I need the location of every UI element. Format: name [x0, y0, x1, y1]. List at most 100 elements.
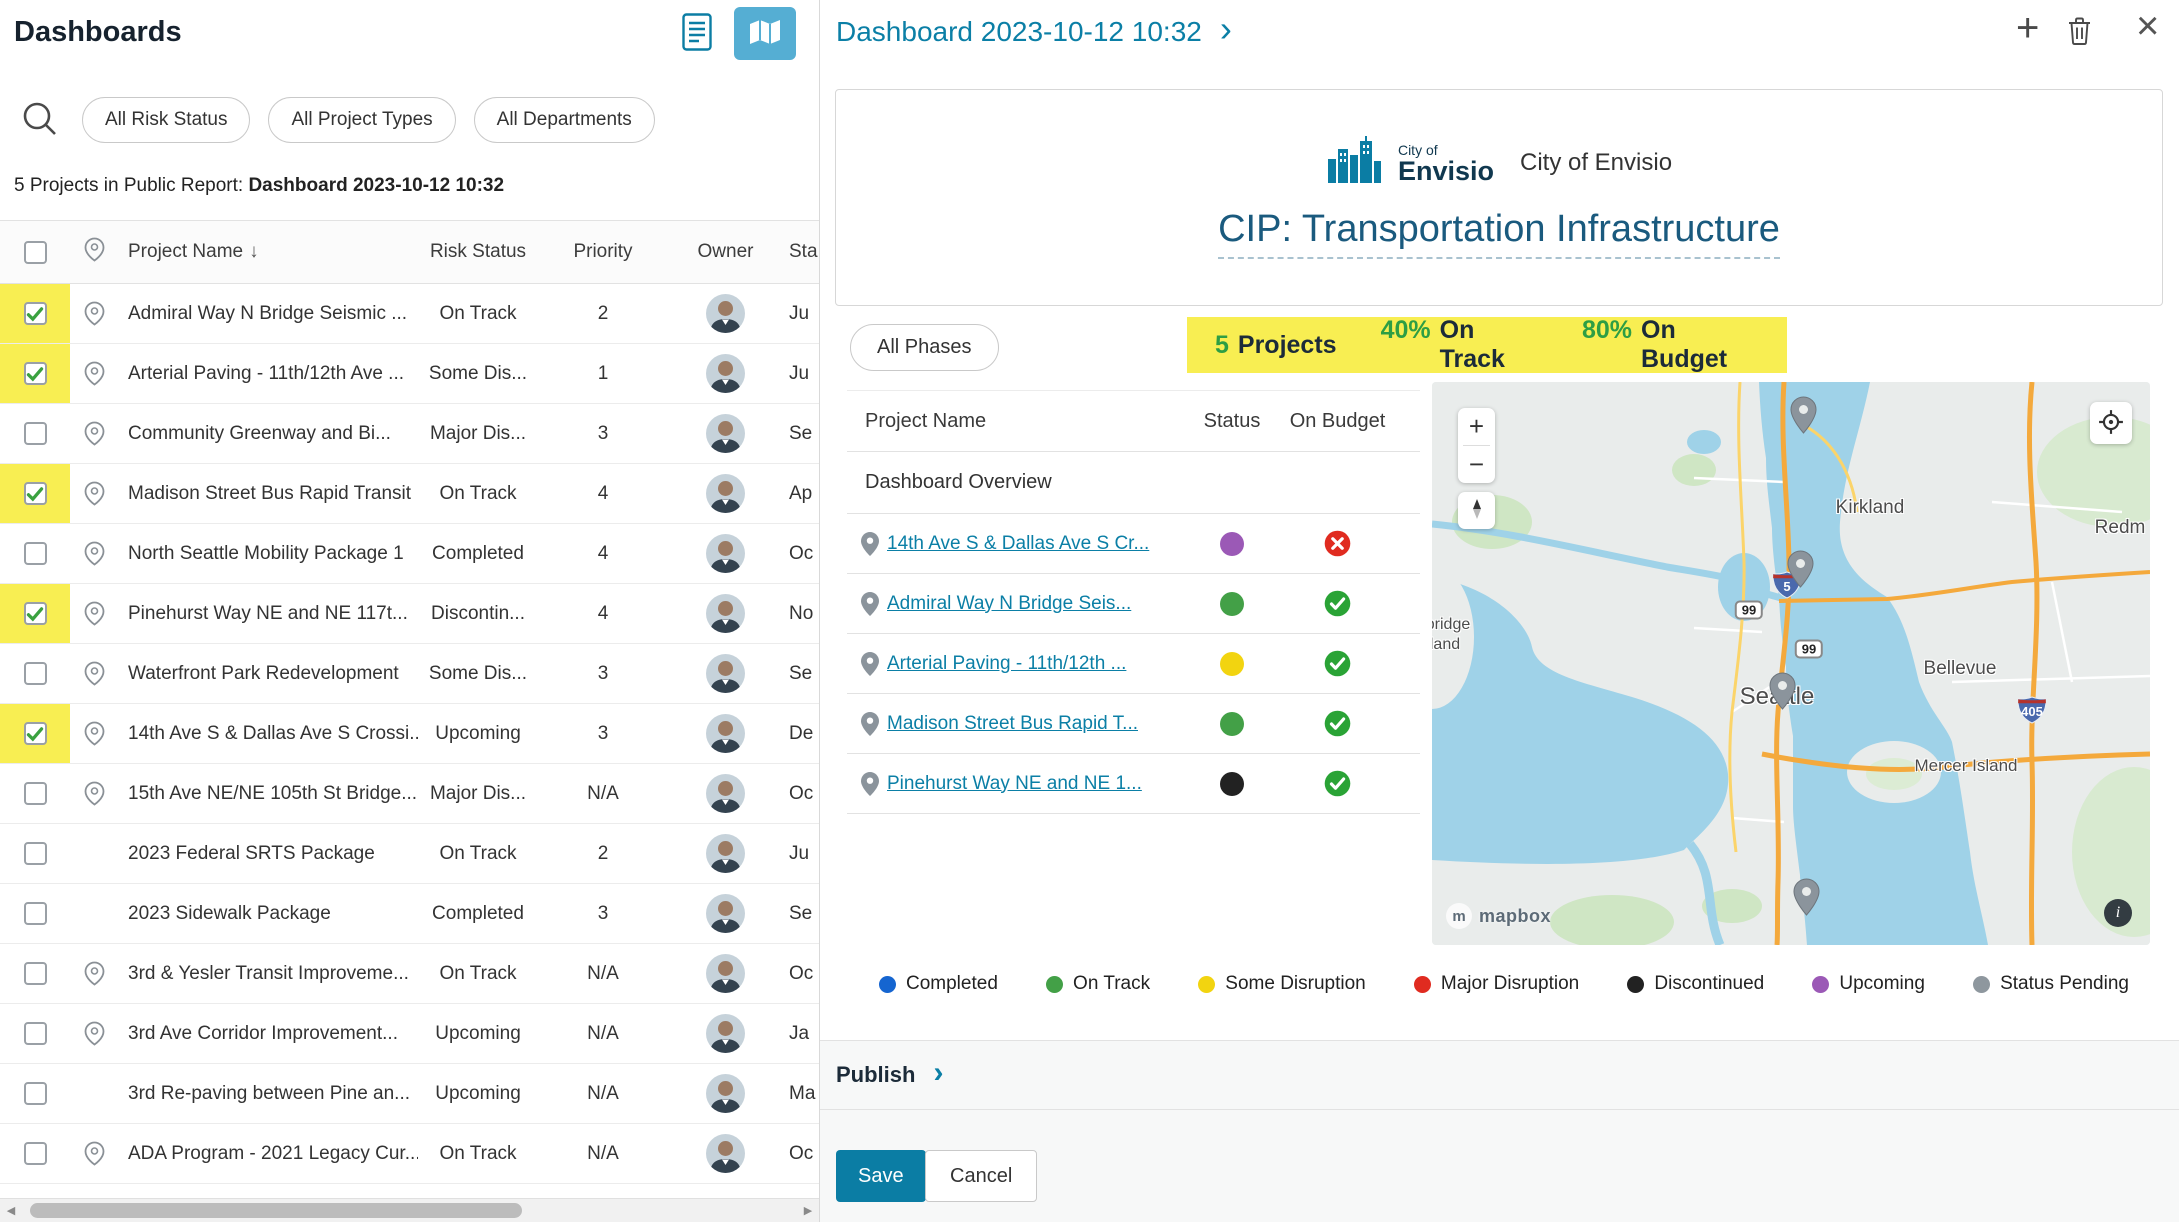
row-checkbox[interactable]	[23, 422, 47, 445]
table-row[interactable]: 14th Ave S & Dallas Ave S Crossi... Upcom…	[0, 704, 819, 764]
owner-avatar	[668, 654, 783, 693]
pin-column-header	[70, 237, 118, 268]
row-checkbox-cell	[0, 764, 70, 823]
priority-cell: N/A	[587, 782, 619, 804]
project-name-cell: ADA Program - 2021 Legacy Cur...	[128, 1142, 418, 1164]
table-row[interactable]: 3rd Re-paving between Pine an... Upcoming…	[0, 1064, 819, 1124]
map-pin-icon	[847, 531, 887, 557]
row-checkbox[interactable]	[23, 722, 47, 745]
map-pin-icon	[70, 421, 118, 446]
map-pin-icon	[70, 1021, 118, 1046]
filter-all-risk-status[interactable]: All Risk Status	[82, 97, 251, 143]
priority-cell: 2	[597, 302, 609, 324]
close-button[interactable]: ×	[2136, 4, 2160, 48]
city-skyline-logo-icon	[1326, 135, 1382, 192]
map-marker[interactable]	[1787, 550, 1814, 593]
table-row[interactable]: Arterial Paving - 11th/12th Ave ... Some …	[0, 344, 819, 404]
project-link[interactable]: 14th Ave S & Dallas Ave S Cr...	[887, 532, 1150, 554]
owner-header[interactable]: Owner	[697, 241, 754, 262]
zoom-out-button[interactable]: −	[1458, 446, 1495, 483]
scroll-right-arrow[interactable]: ▶	[803, 1205, 813, 1217]
owner-avatar	[668, 534, 783, 573]
save-button[interactable]: Save	[836, 1150, 926, 1202]
dashboard-overview-row[interactable]: Dashboard Overview	[847, 452, 1420, 514]
compass-button[interactable]	[1458, 492, 1495, 529]
row-checkbox[interactable]	[23, 542, 47, 565]
scrollbar-thumb[interactable]	[30, 1203, 522, 1218]
status-legend: Completed On Track Some Disruption Major Di…	[879, 973, 2129, 995]
filter-all-project-types[interactable]: All Project Types	[268, 97, 456, 143]
scroll-left-arrow[interactable]: ◀	[6, 1205, 16, 1217]
row-checkbox[interactable]	[23, 962, 47, 985]
priority-cell: 3	[597, 422, 609, 444]
owner-avatar	[668, 414, 783, 453]
publish-label[interactable]: Publish	[836, 1062, 916, 1087]
project-link[interactable]: Madison Street Bus Rapid T...	[887, 712, 1138, 734]
project-link[interactable]: Pinehurst Way NE and NE 1...	[887, 772, 1142, 794]
dashboard-title[interactable]: Dashboard 2023-10-12 10:32	[836, 16, 1202, 47]
row-checkbox[interactable]	[23, 1022, 47, 1045]
table-row[interactable]: 15th Ave NE/NE 105th St Bridge... Major D…	[0, 764, 819, 824]
row-checkbox[interactable]	[23, 1142, 47, 1165]
map-marker[interactable]	[1769, 672, 1796, 715]
list-view-button[interactable]	[676, 7, 718, 60]
table-row[interactable]: North Seattle Mobility Package 1 Complete…	[0, 524, 819, 584]
filter-all-departments[interactable]: All Departments	[473, 97, 655, 143]
report-title[interactable]: CIP: Transportation Infrastructure	[1218, 208, 1780, 259]
table-row[interactable]: Waterfront Park Redevelopment Some Dis...…	[0, 644, 819, 704]
stat-value: 40%	[1380, 316, 1431, 344]
locate-button[interactable]	[2090, 402, 2132, 444]
publish-section[interactable]: Publish ›	[820, 1040, 2179, 1110]
table-row[interactable]: ADA Program - 2021 Legacy Cur... On Track…	[0, 1124, 819, 1184]
row-checkbox[interactable]	[23, 662, 47, 685]
legend-label: Some Disruption	[1225, 973, 1366, 994]
row-checkbox[interactable]	[23, 602, 47, 625]
delete-button[interactable]	[2066, 16, 2093, 49]
horizontal-scrollbar[interactable]: ◀ ▶	[0, 1198, 819, 1222]
table-row[interactable]: Community Greenway and Bi... Major Dis...…	[0, 404, 819, 464]
row-checkbox[interactable]	[23, 362, 47, 385]
table-row[interactable]: 2023 Federal SRTS Package On Track 2 Ju	[0, 824, 819, 884]
project-link[interactable]: Admiral Way N Bridge Seis...	[887, 592, 1132, 614]
map-view-button[interactable]	[734, 7, 796, 60]
cancel-button[interactable]: Cancel	[925, 1150, 1038, 1202]
table-row[interactable]: Admiral Way N Bridge Seismic ... On Track…	[0, 284, 819, 344]
row-checkbox[interactable]	[23, 782, 47, 805]
legend-dot	[1046, 975, 1064, 993]
start-date-cell: Oc	[789, 782, 814, 804]
select-all-checkbox[interactable]	[23, 240, 47, 264]
project-name-header[interactable]: Project Name ↓	[118, 241, 418, 263]
table-row[interactable]: Madison Street Bus Rapid Transit On Track…	[0, 464, 819, 524]
map-marker[interactable]	[1793, 878, 1820, 921]
map-overlay-layer: KirklandRedmBellevueSeattleMercer Island…	[1432, 382, 2150, 945]
priority-cell: 4	[597, 542, 609, 564]
row-checkbox[interactable]	[23, 1082, 47, 1105]
table-row[interactable]: 3rd Ave Corridor Improvement... Upcoming N…	[0, 1004, 819, 1064]
project-link[interactable]: Arterial Paving - 11th/12th ...	[887, 652, 1127, 674]
map-place-label: land	[1432, 636, 1461, 653]
map-widget[interactable]: KirklandRedmBellevueSeattleMercer Island…	[1432, 382, 2150, 945]
mapbox-attribution[interactable]: m mapbox	[1446, 903, 1551, 929]
row-checkbox[interactable]	[23, 902, 47, 925]
table-row[interactable]: 3rd & Yesler Transit Improveme... On Trac…	[0, 944, 819, 1004]
priority-header[interactable]: Priority	[573, 241, 633, 262]
row-checkbox[interactable]	[23, 482, 47, 505]
table-row[interactable]: Pinehurst Way NE and NE 117t... Discontin…	[0, 584, 819, 644]
map-pin-icon	[70, 661, 118, 686]
add-button[interactable]: +	[2016, 6, 2040, 50]
zoom-in-button[interactable]: +	[1458, 408, 1495, 445]
map-info-button[interactable]: i	[2104, 899, 2132, 927]
table-row[interactable]: 2023 Sidewalk Package Completed 3 Se	[0, 884, 819, 944]
row-checkbox[interactable]	[23, 302, 47, 325]
status-dot	[1220, 531, 1244, 556]
row-checkbox-cell	[0, 1064, 70, 1123]
row-checkbox[interactable]	[23, 842, 47, 865]
all-phases-filter[interactable]: All Phases	[850, 324, 999, 371]
map-marker[interactable]	[1790, 396, 1817, 439]
risk-status-cell: On Track	[439, 482, 517, 504]
risk-status-header[interactable]: Risk Status	[429, 241, 527, 263]
chevron-right-icon[interactable]: ›	[1219, 8, 1232, 49]
search-button[interactable]	[18, 98, 62, 142]
start-date-header[interactable]: Sta	[789, 241, 818, 262]
report-project-name-header: Project Name	[865, 409, 987, 432]
